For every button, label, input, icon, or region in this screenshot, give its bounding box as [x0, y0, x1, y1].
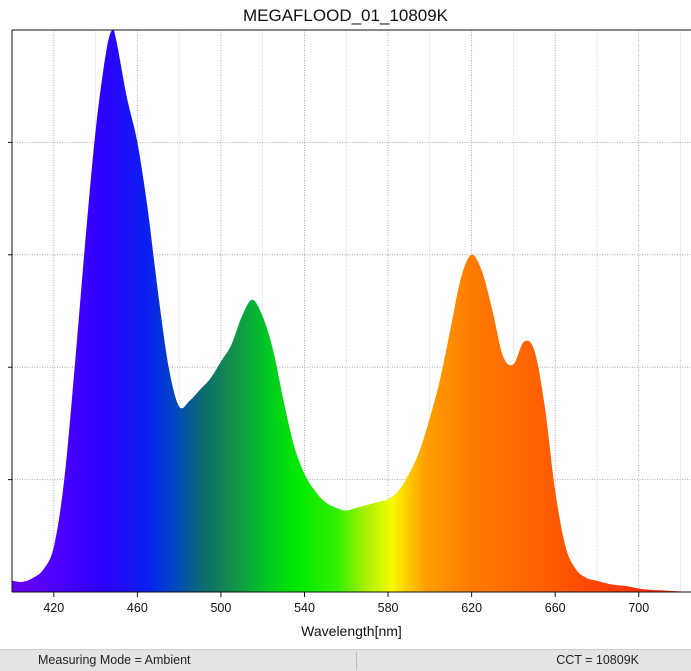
measuring-mode-status: Measuring Mode = Ambient — [38, 653, 191, 667]
x-tick-label: 700 — [628, 601, 649, 615]
x-tick-label: 460 — [127, 601, 148, 615]
spectrum-area — [12, 29, 691, 592]
x-tick-label: 620 — [461, 601, 482, 615]
cct-status: CCT = 10809K — [556, 653, 639, 667]
x-tick-label: 500 — [210, 601, 231, 615]
x-tick-label: 540 — [294, 601, 315, 615]
x-tick-label: 580 — [378, 601, 399, 615]
chart-title: MEGAFLOOD_01_10809K — [242, 6, 449, 25]
x-tick-label: 660 — [545, 601, 566, 615]
status-divider — [356, 652, 357, 670]
x-tick-label: 420 — [43, 601, 64, 615]
status-bar: Measuring Mode = Ambient CCT = 10809K — [0, 649, 691, 671]
x-axis-label: Wavelength[nm] — [301, 623, 402, 639]
x-axis-ticks: 420 460 500 540 580 620 660 700 — [8, 141, 649, 615]
